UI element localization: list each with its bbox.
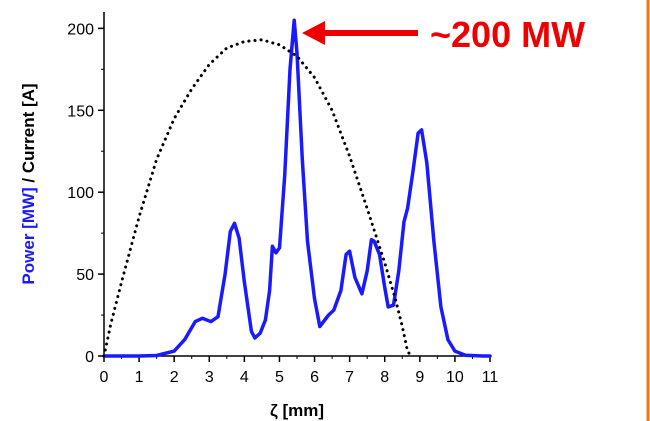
y-tick-label: 100: [67, 185, 94, 202]
y-tick-label: 50: [76, 267, 94, 284]
y-axis-label-part: / Current [A]: [19, 83, 38, 187]
y-tick-labels: 0 50 100 150 200: [67, 21, 94, 366]
annotation-arrow-head: [302, 21, 325, 45]
x-tick-label: 2: [170, 369, 179, 386]
y-tick-label: 0: [85, 349, 94, 366]
x-axis-label: ζ [mm]: [270, 401, 324, 420]
x-tick-label: 9: [415, 369, 424, 386]
x-tick-labels: 0 1 2 3 4 5 6 7 8 9 10 11: [100, 369, 499, 386]
power-line: [102, 18, 492, 358]
x-tick-label: 11: [482, 369, 499, 386]
peak-annotation: ~200 MW: [302, 14, 585, 55]
current-dotted-line: [102, 38, 413, 358]
y-axis-label-part: Power [MW]: [19, 187, 38, 284]
annotation-label: ~200 MW: [430, 14, 585, 55]
x-tick-label: 7: [345, 369, 354, 386]
y-tick-label: 200: [67, 21, 94, 38]
x-tick-label: 10: [446, 369, 464, 386]
x-tick-label: 0: [100, 369, 109, 386]
x-tick-label: 4: [240, 369, 249, 386]
x-tick-label: 1: [135, 369, 144, 386]
x-tick-label: 3: [205, 369, 214, 386]
y-tick-label: 150: [67, 103, 94, 120]
x-tick-label: 8: [380, 369, 389, 386]
x-tick-label: 6: [310, 369, 319, 386]
series-layer: [102, 18, 492, 358]
y-axis-label: Power [MW] / Current [A]: [19, 83, 38, 284]
x-tick-label: 5: [275, 369, 284, 386]
